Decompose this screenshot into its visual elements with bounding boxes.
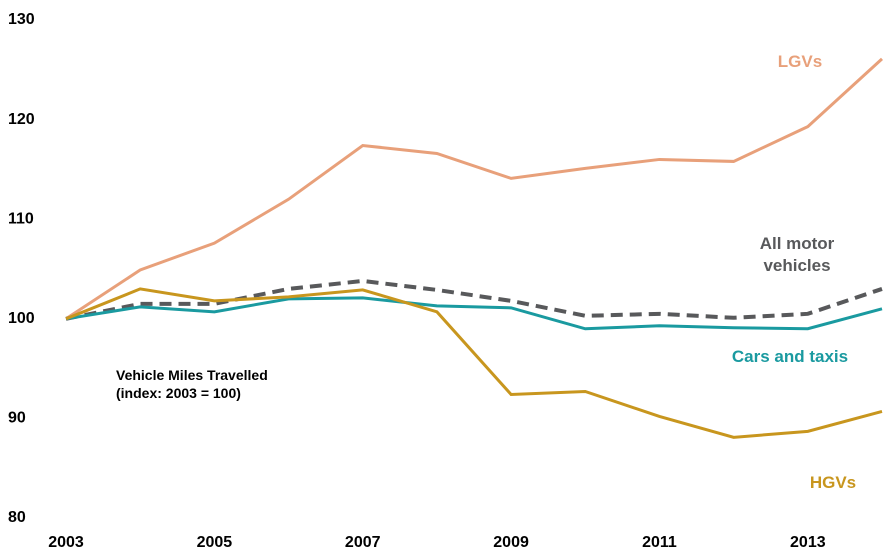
- series-label: LGVs: [777, 52, 823, 71]
- y-tick-label: 120: [8, 111, 35, 128]
- series-line: [65, 287, 883, 439]
- y-tick-label: 90: [8, 410, 26, 427]
- annotation: Vehicle Miles Travelled (index: 2003 = 1…: [116, 366, 268, 402]
- series-label: All motor vehicles: [759, 234, 835, 275]
- x-tick-label: 2007: [345, 534, 381, 551]
- series-line: [65, 296, 883, 331]
- y-tick-label: 80: [8, 509, 26, 526]
- x-tick-label: 2013: [790, 534, 826, 551]
- annotation-line: Vehicle Miles Travelled: [116, 367, 268, 383]
- y-tick-label: 100: [8, 310, 35, 327]
- series-label: Cars and taxis: [731, 347, 849, 366]
- series-line: [65, 57, 884, 321]
- annotation-line: (index: 2003 = 100): [116, 385, 241, 401]
- x-tick-label: 2009: [493, 534, 529, 551]
- y-tick-label: 110: [8, 210, 34, 227]
- series-line: [65, 278, 883, 321]
- y-tick-label: 130: [8, 11, 35, 28]
- x-tick-label: 2011: [642, 534, 677, 551]
- series-label: HGVs: [809, 473, 857, 492]
- x-tick-label: 2003: [48, 534, 84, 551]
- x-tick-label: 2005: [197, 534, 233, 551]
